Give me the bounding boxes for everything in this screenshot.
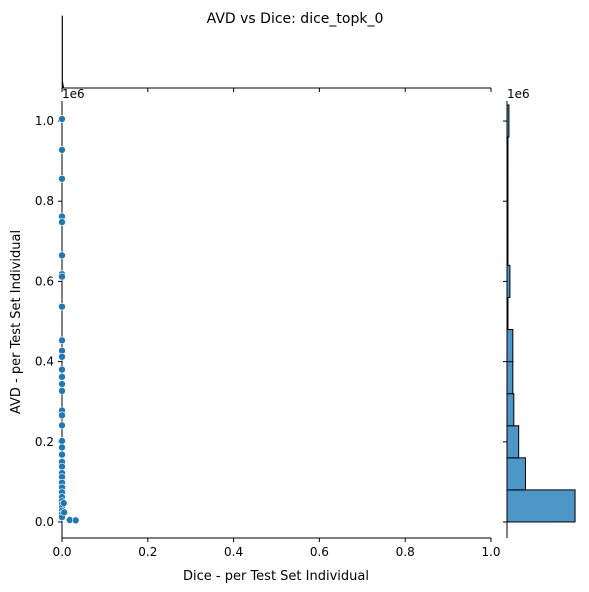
y-axis-ticks: 0.0 0.2 0.4 0.6 0.8 1.0 <box>35 114 62 529</box>
scatter-point <box>58 272 66 281</box>
scatter-point <box>59 499 68 507</box>
y-histogram-bar <box>506 393 515 427</box>
y-offset-text: 1e6 <box>62 87 85 101</box>
scatter-point <box>58 450 66 459</box>
y-histogram-bar <box>506 489 576 523</box>
scatter-point <box>58 462 66 471</box>
scatter-point <box>58 115 66 123</box>
x-tick-label: 1.0 <box>481 545 500 559</box>
scatter-point <box>58 411 66 420</box>
y-tick-label: 0.4 <box>35 355 54 369</box>
scatter-point <box>58 365 66 374</box>
y-histogram-bar <box>506 329 514 363</box>
marginal-y-offset-text: 1e6 <box>507 87 530 101</box>
y-tick-label: 0.6 <box>35 274 54 288</box>
scatter-point <box>58 146 66 154</box>
scatter-point <box>58 218 66 226</box>
y-histogram-bar <box>506 425 520 459</box>
x-tick-label: 0.0 <box>52 545 71 559</box>
y-tick-label: 0.2 <box>35 435 54 449</box>
x-histogram-bar <box>61 15 63 89</box>
scatter-points <box>58 115 80 525</box>
scatter-point <box>58 174 66 183</box>
scatter-point <box>60 508 68 517</box>
scatter-point <box>58 380 66 388</box>
y-histogram-bar <box>506 457 526 491</box>
x-tick-label: 0.8 <box>396 545 415 559</box>
x-tick-label: 0.2 <box>138 545 157 559</box>
scatter-point <box>71 516 80 525</box>
scatter-point <box>58 251 66 260</box>
top-marginal-histogram <box>61 15 492 92</box>
x-axis-ticks: 0.0 0.2 0.4 0.6 0.8 1.0 <box>52 538 501 559</box>
figure-title: AVD vs Dice: dice_topk_0 <box>207 11 384 27</box>
y-axis-label: AVD - per Test Set Individual <box>9 230 24 414</box>
scatter-point <box>58 443 66 452</box>
y-histogram-bar <box>506 361 514 395</box>
y-tick-label: 0.8 <box>35 194 54 208</box>
y-tick-label: 0.0 <box>35 515 54 529</box>
x-tick-label: 0.4 <box>224 545 243 559</box>
x-tick-label: 0.6 <box>310 545 329 559</box>
scatter-point <box>58 387 66 395</box>
scatter-point <box>58 336 66 345</box>
scatter-point <box>58 373 66 381</box>
x-axis-label: Dice - per Test Set Individual <box>183 569 369 584</box>
scatter-point <box>58 352 66 361</box>
right-marginal-histogram <box>503 101 576 538</box>
scatter-point <box>58 437 66 445</box>
scatter-point <box>58 421 66 430</box>
y-tick-label: 1.0 <box>35 114 54 128</box>
scatter-axes: 0.0 0.2 0.4 0.6 0.8 1.0 0.0 0.2 0.4 0.6 0.8 1.0 1e… <box>9 87 501 584</box>
scatter-point <box>58 302 66 311</box>
